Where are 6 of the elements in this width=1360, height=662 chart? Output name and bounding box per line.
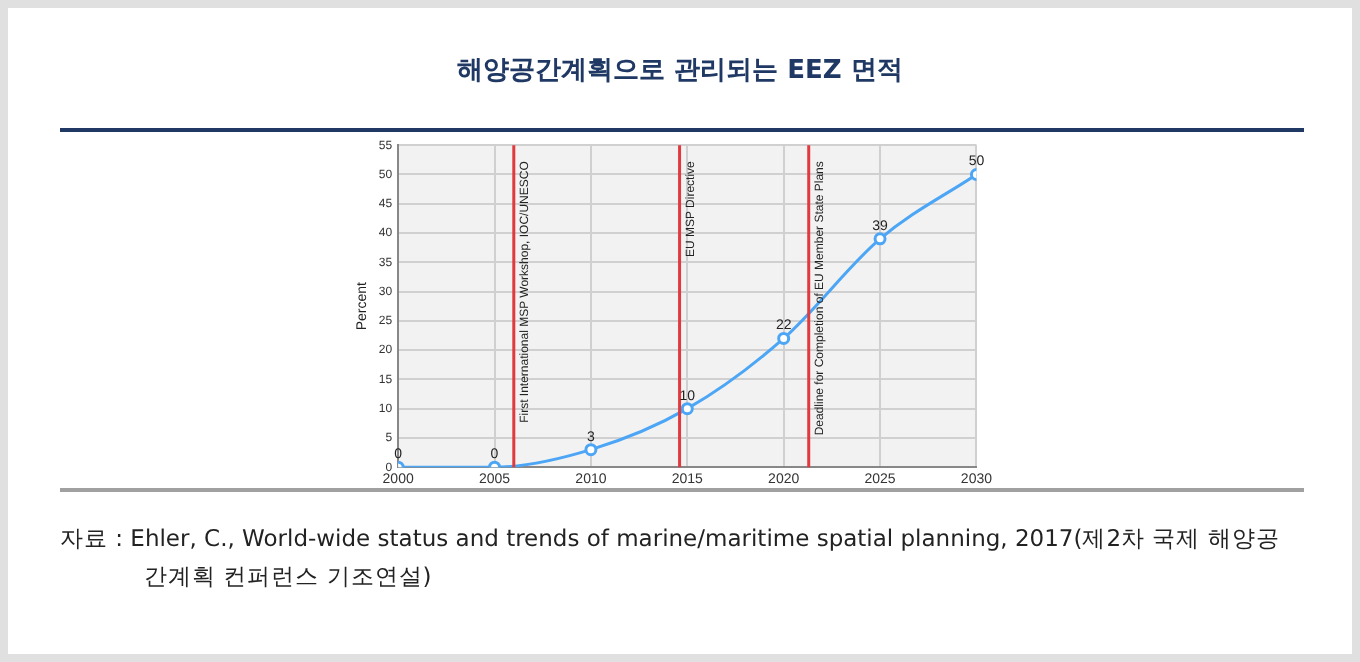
point [777, 331, 791, 345]
point [584, 443, 598, 457]
point [680, 402, 694, 416]
text: 자료 : Ehler, C., World-wide status and trends of marine/maritime spatial planning, 2017(제2차 국제 해양공간계획 컨퍼런스 기조연설) [60, 522, 1282, 594]
point [873, 232, 887, 246]
chart-title: 해양공간계획으로 관리되는 EEZ 면적 [455, 54, 905, 88]
